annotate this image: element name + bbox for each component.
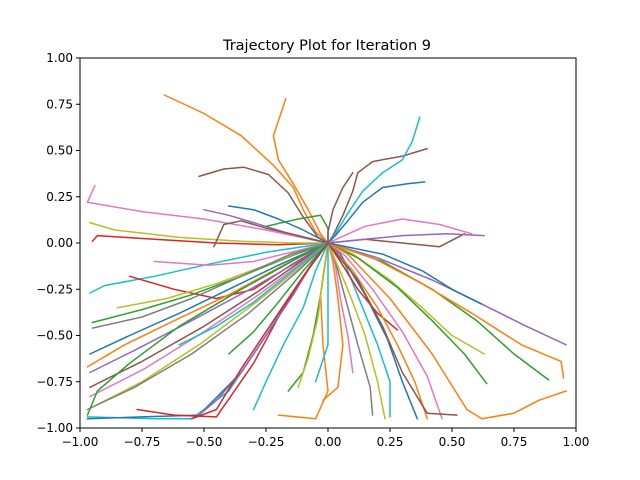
trajectory-line-40 xyxy=(327,242,485,355)
x-tick-label: −0.25 xyxy=(248,435,285,449)
trajectory-line-13 xyxy=(89,242,329,355)
trajectory-line-35 xyxy=(327,242,419,420)
y-tick-label: −0.25 xyxy=(36,282,73,296)
x-tick-label: −1.00 xyxy=(62,435,99,449)
y-tick-label: 0.50 xyxy=(46,144,73,158)
trajectory-line-18 xyxy=(89,242,329,398)
trajectory-line-6 xyxy=(89,221,329,244)
y-tick-label: −0.75 xyxy=(36,375,73,389)
trajectory-line-19 xyxy=(86,242,329,411)
trajectory-line-47 xyxy=(327,147,428,244)
y-tick-label: 0.00 xyxy=(46,236,73,250)
trajectory-line-28 xyxy=(297,242,329,389)
y-tick-label: 0.75 xyxy=(46,97,73,111)
y-tick-label: −0.50 xyxy=(36,329,73,343)
trajectory-line-52 xyxy=(327,233,485,244)
trajectory-line-48 xyxy=(327,116,421,244)
trajectory-line-46 xyxy=(327,242,483,305)
trajectory-line-39 xyxy=(327,242,458,416)
x-tick-label: 0.50 xyxy=(439,435,466,449)
trajectory-line-43 xyxy=(327,242,550,381)
axes-frame xyxy=(79,57,577,429)
x-tick-label: 0.75 xyxy=(501,435,528,449)
trajectory-line-12 xyxy=(91,242,329,324)
trajectory-line-50 xyxy=(327,218,473,244)
trajectory-line-45 xyxy=(327,242,565,379)
trajectory-line-41 xyxy=(327,242,488,385)
trajectory-line-5 xyxy=(91,234,329,246)
trajectory-line-30 xyxy=(322,242,344,402)
trajectory-line-38 xyxy=(327,242,443,420)
x-tick-label: −0.75 xyxy=(124,435,161,449)
trajectory-line-17 xyxy=(94,242,329,407)
trajectory-line-2 xyxy=(272,97,329,244)
ticks-layer: −1.00 −0.75 −0.50 −0.25 0.00 0.25 0.50 0.75 1.00… xyxy=(36,51,589,449)
x-tick-label: 1.00 xyxy=(563,435,590,449)
trajectory-line-9 xyxy=(228,205,329,244)
trajectory-line-59 xyxy=(228,242,329,355)
x-tick-label: −0.50 xyxy=(186,435,223,449)
trajectory-line-10 xyxy=(213,220,329,248)
trajectory-line-57 xyxy=(91,242,329,329)
series-layer xyxy=(86,94,567,420)
trajectory-line-26 xyxy=(252,242,329,411)
chart-title: Trajectory Plot for Iteration 9 xyxy=(222,38,431,54)
x-tick-label: 0.00 xyxy=(315,435,342,449)
trajectory-line-42 xyxy=(327,242,567,420)
trajectory-line-29 xyxy=(314,242,329,383)
trajectory-line-4 xyxy=(86,184,329,244)
trajectory-line-33 xyxy=(327,242,386,420)
trajectory-line-60 xyxy=(190,242,329,420)
y-tick-label: 0.25 xyxy=(46,190,73,204)
trajectory-line-3 xyxy=(198,166,329,244)
trajectory-line-1 xyxy=(163,94,329,244)
y-tick-label: −1.00 xyxy=(36,421,73,435)
trajectory-line-58 xyxy=(178,242,329,346)
trajectory-line-7 xyxy=(89,242,329,294)
trajectory-line-55 xyxy=(153,242,329,266)
x-tick-label: 0.25 xyxy=(377,435,404,449)
trajectory-line-14 xyxy=(89,242,329,374)
trajectory-line-15 xyxy=(89,242,329,389)
trajectory-line-54 xyxy=(327,171,354,244)
y-tick-label: 1.00 xyxy=(46,51,73,65)
trajectory-line-49 xyxy=(327,181,426,244)
trajectory-line-37 xyxy=(327,242,428,420)
trajectory-line-31 xyxy=(327,242,354,374)
trajectory-line-23 xyxy=(86,242,329,416)
